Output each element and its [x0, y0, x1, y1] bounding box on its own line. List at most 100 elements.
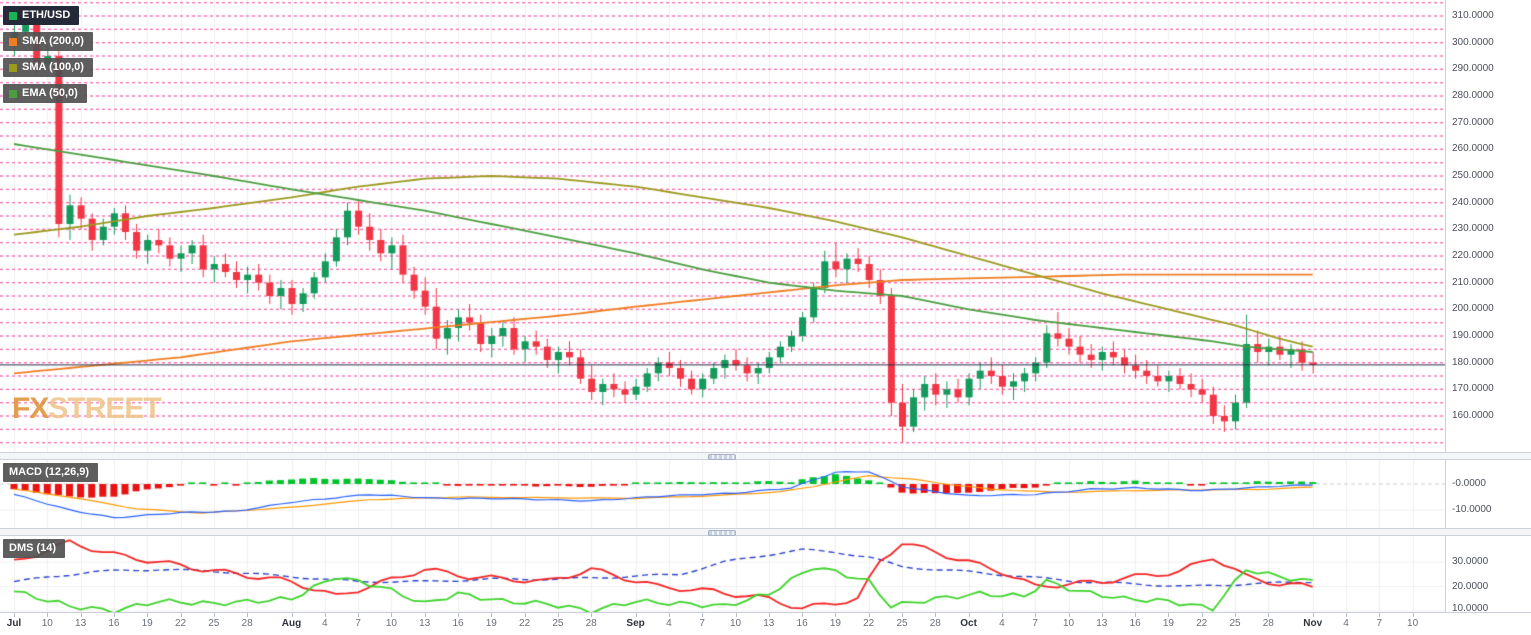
- time-axis-month-label: Aug: [281, 618, 302, 629]
- pane-separator-dms[interactable]: [0, 528, 1531, 536]
- time-axis-tick: [324, 613, 326, 617]
- axis-label: 190.0000: [1452, 330, 1494, 341]
- time-axis-tick: [491, 613, 493, 617]
- symbol-badge[interactable]: ETH/USD: [3, 6, 80, 25]
- time-axis-tick: [524, 613, 526, 617]
- sma200-color-chip: [9, 37, 17, 46]
- time-axis-tick: [1346, 613, 1347, 617]
- time-axis-day-label: 25: [208, 618, 220, 629]
- time-axis-tick: [668, 613, 670, 617]
- overlay-badge-ema50[interactable]: EMA (50,0): [3, 84, 87, 103]
- time-axis-day-label: 4: [322, 618, 328, 629]
- time-axis-tick: [1268, 613, 1270, 617]
- axis-label: 20.0000: [1452, 580, 1489, 592]
- axis-label: 250.0000: [1452, 170, 1494, 181]
- separator-grip-icon[interactable]: [708, 530, 736, 536]
- time-axis-day-label: 16: [796, 618, 808, 629]
- time-axis-day-label: 13: [75, 618, 87, 629]
- time-axis-tick: [735, 613, 737, 617]
- time-axis-day-label: 16: [1129, 618, 1141, 629]
- time-axis-day-label: 25: [552, 618, 564, 629]
- ema50-label: EMA (50,0): [22, 87, 78, 99]
- time-axis-tick: [14, 613, 15, 617]
- time-axis-tick: [1001, 613, 1003, 617]
- axis-label: 280.0000: [1452, 90, 1494, 101]
- time-axis-tick: [1035, 613, 1037, 617]
- symbol-label: ETH/USD: [22, 9, 71, 21]
- axis-label: 290.0000: [1452, 63, 1494, 75]
- time-axis-day-label: 28: [241, 618, 253, 629]
- time-axis-tick: [47, 613, 49, 617]
- pane-separator-macd[interactable]: [0, 452, 1531, 460]
- time-axis-day-label: 16: [108, 618, 120, 629]
- fxstreet-watermark: FXSTREET: [12, 392, 162, 426]
- time-axis[interactable]: Jul 10 13 16 19 22 25 28 Aug 4 7 10 13 16 19 22 25 28 Sep 4…: [0, 612, 1531, 635]
- time-axis-tick: [935, 613, 937, 617]
- time-axis-month-label: Nov: [1303, 618, 1323, 629]
- ema50-color-chip: [9, 89, 17, 98]
- time-axis-tick: [213, 613, 215, 617]
- time-axis-day-label: 19: [141, 618, 153, 629]
- time-axis-day-label: 25: [1229, 618, 1241, 629]
- time-axis-tick: [1379, 613, 1381, 617]
- time-axis-day-label: 19: [1162, 618, 1174, 629]
- time-axis-tick: [557, 613, 559, 617]
- overlay-badge-sma200[interactable]: SMA (200,0): [3, 32, 93, 51]
- time-axis-day-label: 7: [699, 618, 705, 629]
- time-axis-tick: [1068, 613, 1070, 617]
- time-axis-day-label: 7: [1376, 618, 1383, 629]
- time-axis-tick: [768, 613, 770, 617]
- time-axis-month-label: Oct: [960, 618, 977, 629]
- time-axis-tick: [868, 613, 870, 617]
- time-axis-month-label: Sep: [626, 618, 645, 629]
- axis-label: -10.0000: [1452, 504, 1492, 515]
- time-axis-day-label: 19: [485, 618, 497, 629]
- time-axis-day-label: 10: [1062, 618, 1075, 629]
- overlay-badge-sma100[interactable]: SMA (100,0): [3, 58, 93, 77]
- price-axis-panel[interactable]: 179.16402 310.0000300.0000290.0000280.00…: [1445, 0, 1531, 635]
- time-axis-tick: [1135, 613, 1137, 617]
- time-axis-tick: [835, 613, 837, 617]
- axis-label: 270.0000: [1452, 116, 1494, 128]
- axis-label: -0.0000: [1452, 478, 1486, 489]
- time-axis-tick: [391, 613, 393, 617]
- time-axis-day-label: 4: [666, 618, 672, 629]
- separator-grip-icon[interactable]: [708, 454, 736, 460]
- symbol-color-chip: [9, 11, 17, 20]
- time-axis-month-label: Jul: [6, 618, 22, 629]
- time-axis-day-label: 19: [829, 618, 841, 629]
- time-axis-tick: [247, 613, 249, 617]
- macd-label: MACD (12,26,9): [9, 466, 90, 478]
- time-axis-day-label: 10: [41, 618, 53, 629]
- axis-label: 160.0000: [1452, 410, 1494, 421]
- axis-label: 180.0000: [1452, 356, 1494, 368]
- time-axis-tick: [1101, 613, 1103, 617]
- axis-label: 310.0000: [1452, 10, 1494, 21]
- axis-label: 300.0000: [1452, 36, 1494, 48]
- time-axis-day-label: 25: [896, 618, 908, 629]
- time-axis-tick: [1312, 613, 1314, 617]
- fxstreet-watermark-street: STREET: [48, 392, 161, 425]
- axis-label: 240.0000: [1452, 196, 1494, 208]
- axis-label: 170.0000: [1452, 383, 1494, 395]
- macd-badge[interactable]: MACD (12,26,9): [3, 463, 99, 482]
- time-axis-day-label: 13: [763, 618, 775, 629]
- time-axis-tick: [635, 613, 637, 617]
- time-axis-tick: [1235, 613, 1236, 617]
- time-axis-day-label: 4: [1343, 618, 1349, 629]
- time-axis-tick: [147, 613, 149, 617]
- time-axis-tick: [902, 613, 903, 617]
- time-axis-day-label: 28: [585, 618, 597, 629]
- time-axis-tick: [702, 613, 704, 617]
- time-axis-day-label: 10: [729, 618, 742, 629]
- time-axis-day-label: 7: [1032, 618, 1038, 629]
- fxstreet-watermark-fx: FX: [12, 392, 49, 425]
- dms-label: DMS (14): [9, 542, 57, 554]
- dms-badge[interactable]: DMS (14): [3, 539, 66, 558]
- axis-label: 230.0000: [1452, 223, 1494, 235]
- time-axis-day-label: 22: [863, 618, 875, 629]
- time-axis-day-label: 22: [1196, 618, 1208, 629]
- time-axis-day-label: 28: [929, 618, 941, 629]
